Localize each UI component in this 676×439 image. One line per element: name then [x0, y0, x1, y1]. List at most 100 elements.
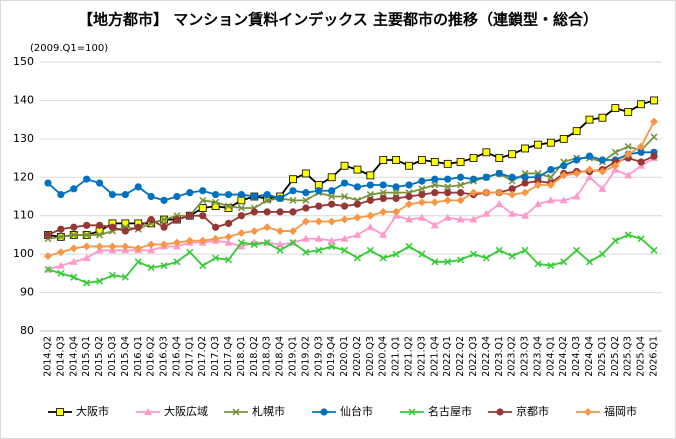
x-tick-label: 2020.Q3 — [365, 336, 376, 377]
marker — [534, 260, 542, 268]
marker — [224, 190, 233, 199]
marker — [147, 240, 156, 249]
marker — [392, 207, 401, 216]
marker — [560, 162, 568, 170]
marker — [392, 194, 400, 203]
marker — [572, 169, 581, 178]
marker — [95, 242, 104, 251]
marker — [495, 154, 504, 162]
marker — [83, 279, 91, 287]
marker — [57, 190, 65, 199]
marker — [508, 185, 516, 193]
marker — [417, 198, 426, 207]
marker — [301, 169, 310, 178]
marker — [212, 223, 220, 231]
marker — [301, 234, 310, 242]
marker — [212, 198, 220, 206]
marker — [444, 175, 452, 183]
marker — [82, 253, 91, 261]
marker — [288, 227, 297, 236]
marker — [637, 235, 645, 243]
marker — [624, 171, 633, 179]
marker — [83, 175, 91, 183]
x-tick-label: 2022.Q4 — [481, 336, 492, 377]
x-tick-label: 2025.Q4 — [636, 336, 647, 377]
marker — [366, 171, 375, 180]
chart-title: 【地方都市】 マンション賃料インデックス 主要都市の推移（連鎖型・総合） — [78, 11, 598, 29]
marker — [379, 230, 388, 238]
x-tick-label: 2023.Q4 — [532, 336, 543, 377]
x-tick-label: 2017.Q4 — [223, 336, 234, 377]
marker — [547, 262, 555, 270]
marker — [405, 161, 413, 170]
marker — [379, 189, 387, 197]
marker — [430, 198, 439, 207]
marker — [250, 241, 258, 249]
marker — [379, 254, 387, 262]
marker — [70, 273, 78, 281]
y-tick-label: 90 — [20, 286, 34, 299]
marker — [559, 171, 568, 180]
marker — [314, 234, 323, 242]
x-tick-label: 2018.Q2 — [249, 336, 260, 377]
marker — [521, 173, 529, 181]
series — [44, 231, 658, 287]
marker — [147, 264, 155, 272]
marker — [224, 202, 233, 210]
marker — [237, 212, 246, 220]
marker — [508, 252, 516, 260]
marker — [276, 227, 285, 236]
marker — [624, 108, 633, 116]
marker — [418, 156, 426, 164]
marker — [353, 213, 362, 222]
marker — [366, 246, 374, 254]
marker — [418, 185, 426, 193]
marker — [469, 175, 478, 183]
marker — [366, 211, 375, 220]
marker — [289, 175, 297, 184]
x-tick-label: 2020.Q1 — [339, 336, 350, 377]
marker — [327, 217, 336, 226]
marker — [224, 256, 233, 264]
marker — [353, 230, 362, 238]
marker — [559, 196, 568, 204]
marker — [521, 179, 529, 187]
marker — [508, 209, 517, 217]
marker — [366, 181, 374, 189]
x-tick-label: 2022.Q3 — [468, 336, 479, 377]
marker — [598, 113, 607, 122]
marker — [57, 233, 65, 241]
marker — [56, 408, 64, 416]
marker — [431, 181, 439, 189]
marker — [573, 156, 581, 164]
x-tick-label: 2016.Q1 — [133, 336, 144, 377]
legend-label: 札幌市 — [252, 404, 285, 418]
marker — [212, 190, 220, 199]
marker — [173, 215, 181, 224]
marker — [199, 262, 207, 270]
marker — [469, 215, 478, 223]
marker — [224, 219, 233, 227]
x-tick-label: 2017.Q3 — [210, 336, 221, 377]
marker — [250, 208, 258, 216]
legend-label: 大阪広域 — [164, 404, 208, 418]
x-tick-label: 2021.Q3 — [416, 336, 427, 377]
marker — [392, 189, 400, 197]
marker — [546, 196, 555, 204]
y-tick-label: 120 — [13, 170, 34, 183]
x-tick-label: 2024.Q3 — [571, 336, 582, 377]
marker — [379, 194, 387, 203]
marker — [650, 117, 658, 126]
marker — [408, 408, 416, 416]
marker — [340, 161, 349, 170]
x-tick-label: 2016.Q4 — [171, 336, 182, 377]
x-tick-label: 2016.Q3 — [159, 336, 170, 377]
marker — [144, 408, 152, 415]
marker — [328, 242, 336, 250]
marker — [533, 180, 542, 189]
marker — [405, 200, 414, 209]
marker — [559, 134, 568, 143]
marker — [521, 246, 529, 254]
marker — [289, 239, 297, 247]
marker — [328, 187, 336, 195]
